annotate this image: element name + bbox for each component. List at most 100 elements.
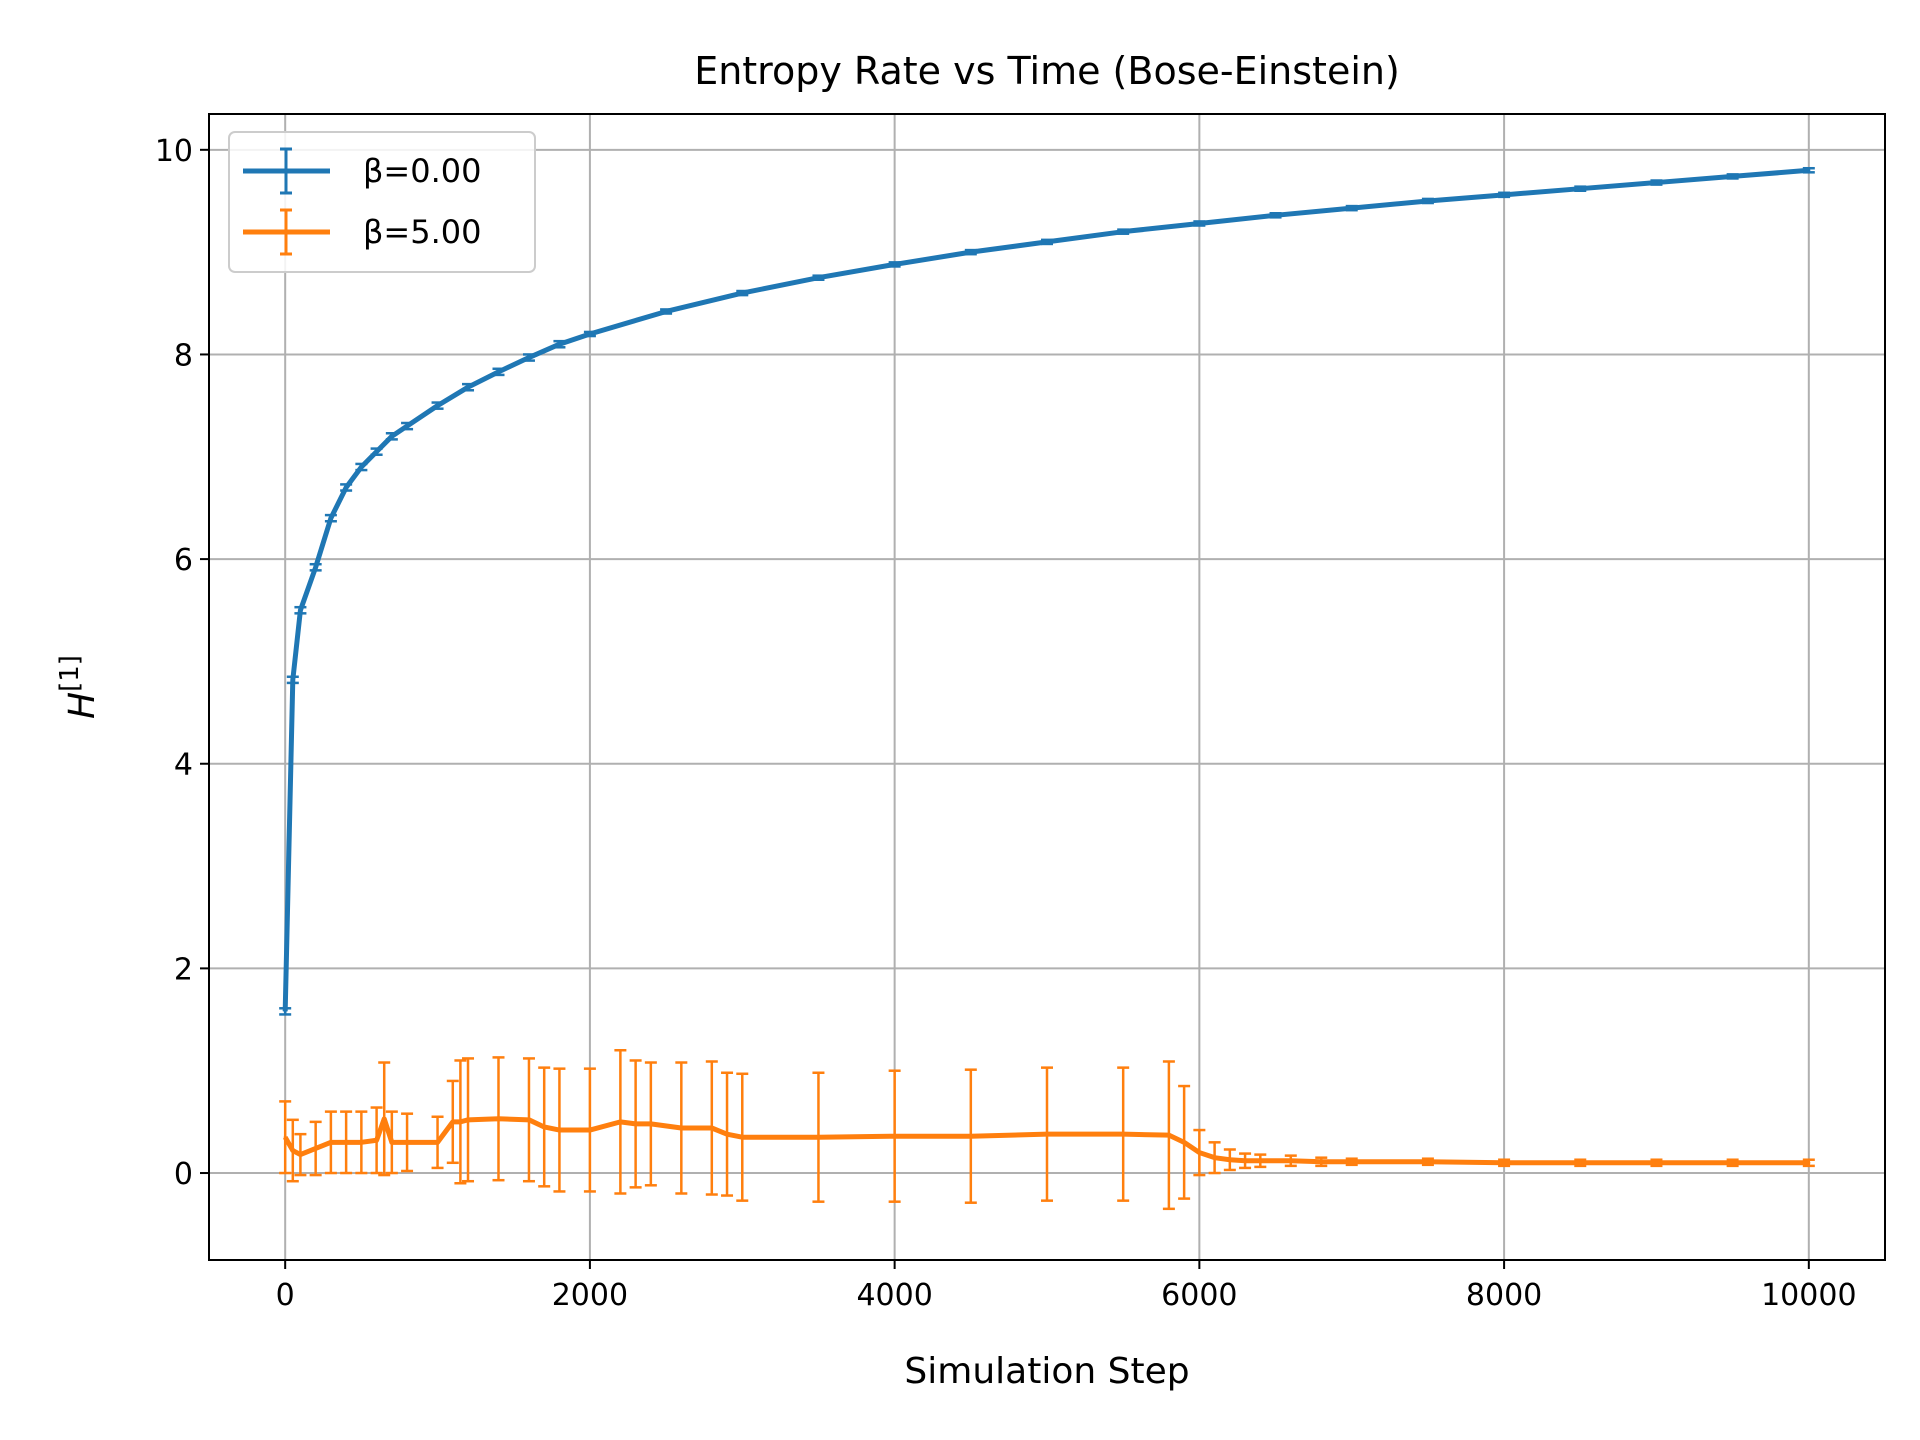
data-point	[344, 485, 348, 489]
data-point	[382, 1117, 386, 1121]
data-point	[1578, 187, 1582, 191]
data-point	[496, 370, 500, 374]
series-0	[279, 166, 1815, 1016]
plot-frame	[208, 113, 1886, 1261]
legend-label: β=5.00	[363, 213, 481, 251]
data-point	[1807, 1161, 1811, 1165]
ticks: 0 2000 4000 6000 8000 10000 0 2 4 6 8 10	[155, 134, 1857, 1313]
x-tick-label: 2000	[552, 1278, 628, 1313]
data-point	[1121, 230, 1125, 234]
y-axis-label-sup: [1]	[55, 655, 85, 692]
data-point	[329, 1140, 333, 1144]
data-point	[1731, 1161, 1735, 1165]
legend-box	[228, 131, 536, 273]
data-point	[283, 1135, 287, 1139]
x-tick-label: 4000	[856, 1278, 932, 1313]
y-tick-label: 0	[174, 1157, 193, 1192]
data-point	[436, 1140, 440, 1144]
legend-entry-0: β=0.00	[243, 147, 481, 195]
data-point	[1502, 193, 1506, 197]
data-point	[725, 1132, 729, 1136]
y-tick-label: 8	[174, 338, 193, 373]
data-point	[359, 1140, 363, 1144]
y-axis-label-main: H	[62, 692, 103, 719]
data-point	[375, 450, 379, 454]
data-point	[1121, 1132, 1125, 1136]
series-line	[282, 167, 1810, 1012]
data-point	[649, 1122, 653, 1126]
data-point	[1426, 199, 1430, 203]
data-point	[1197, 1151, 1201, 1155]
data-point	[1243, 1159, 1247, 1163]
x-tick-label: 6000	[1161, 1278, 1237, 1313]
data-point	[298, 608, 302, 612]
data-point	[557, 1128, 561, 1132]
x-tick-label: 0	[276, 1278, 295, 1313]
data-point	[291, 1149, 295, 1153]
data-point	[1167, 1133, 1171, 1137]
series-layer	[279, 166, 1815, 1211]
data-point	[1319, 1160, 1323, 1164]
data-point	[496, 1117, 500, 1121]
x-tick-label: 10000	[1761, 1278, 1856, 1313]
data-point	[1258, 1159, 1262, 1163]
y-tick-label: 2	[174, 952, 193, 987]
svg-text:H[1]: H[1]	[55, 655, 103, 719]
data-point	[816, 276, 820, 280]
data-point	[1350, 1160, 1354, 1164]
data-point	[1228, 1158, 1232, 1162]
data-point	[969, 250, 973, 254]
data-point	[466, 385, 470, 389]
data-point	[1045, 1132, 1049, 1136]
data-point	[527, 356, 531, 360]
data-point	[390, 434, 394, 438]
data-point	[557, 342, 561, 346]
y-tick-label: 10	[155, 134, 193, 169]
data-point	[893, 262, 897, 266]
data-point	[1182, 1140, 1186, 1144]
data-point	[466, 1118, 470, 1122]
data-point	[1350, 206, 1354, 210]
data-point	[1654, 181, 1658, 185]
x-axis-label: Simulation Step	[904, 1351, 1189, 1392]
data-point	[816, 1135, 820, 1139]
data-point	[436, 404, 440, 408]
data-point	[1274, 213, 1278, 217]
x-tick-label: 8000	[1466, 1278, 1542, 1313]
y-axis-label: H[1]	[55, 655, 103, 719]
data-point	[1213, 1156, 1217, 1160]
data-point	[1807, 168, 1811, 172]
series-1	[279, 1048, 1815, 1211]
data-point	[1731, 174, 1735, 178]
data-point	[588, 332, 592, 336]
data-point	[314, 565, 318, 569]
data-point	[1045, 240, 1049, 244]
data-point	[405, 1140, 409, 1144]
data-point	[740, 1135, 744, 1139]
data-point	[969, 1134, 973, 1138]
data-point	[298, 1153, 302, 1157]
data-point	[451, 1120, 455, 1124]
data-point	[291, 678, 295, 682]
data-point	[329, 516, 333, 520]
data-point	[542, 1125, 546, 1129]
data-point	[314, 1146, 318, 1150]
data-point	[1426, 1160, 1430, 1164]
data-point	[458, 1120, 462, 1124]
data-point	[679, 1126, 683, 1130]
legend-entry-1: β=5.00	[243, 208, 481, 256]
data-point	[527, 1118, 531, 1122]
y-tick-label: 6	[174, 543, 193, 578]
data-point	[740, 291, 744, 295]
data-point	[588, 1128, 592, 1132]
data-point	[1654, 1161, 1658, 1165]
data-point	[1578, 1161, 1582, 1165]
data-point	[344, 1140, 348, 1144]
data-point	[1289, 1159, 1293, 1163]
data-point	[664, 309, 668, 313]
chart-title: Entropy Rate vs Time (Bose-Einstein)	[694, 49, 1400, 93]
y-tick-label: 4	[174, 748, 193, 783]
data-point	[283, 1009, 287, 1013]
data-point	[375, 1138, 379, 1142]
